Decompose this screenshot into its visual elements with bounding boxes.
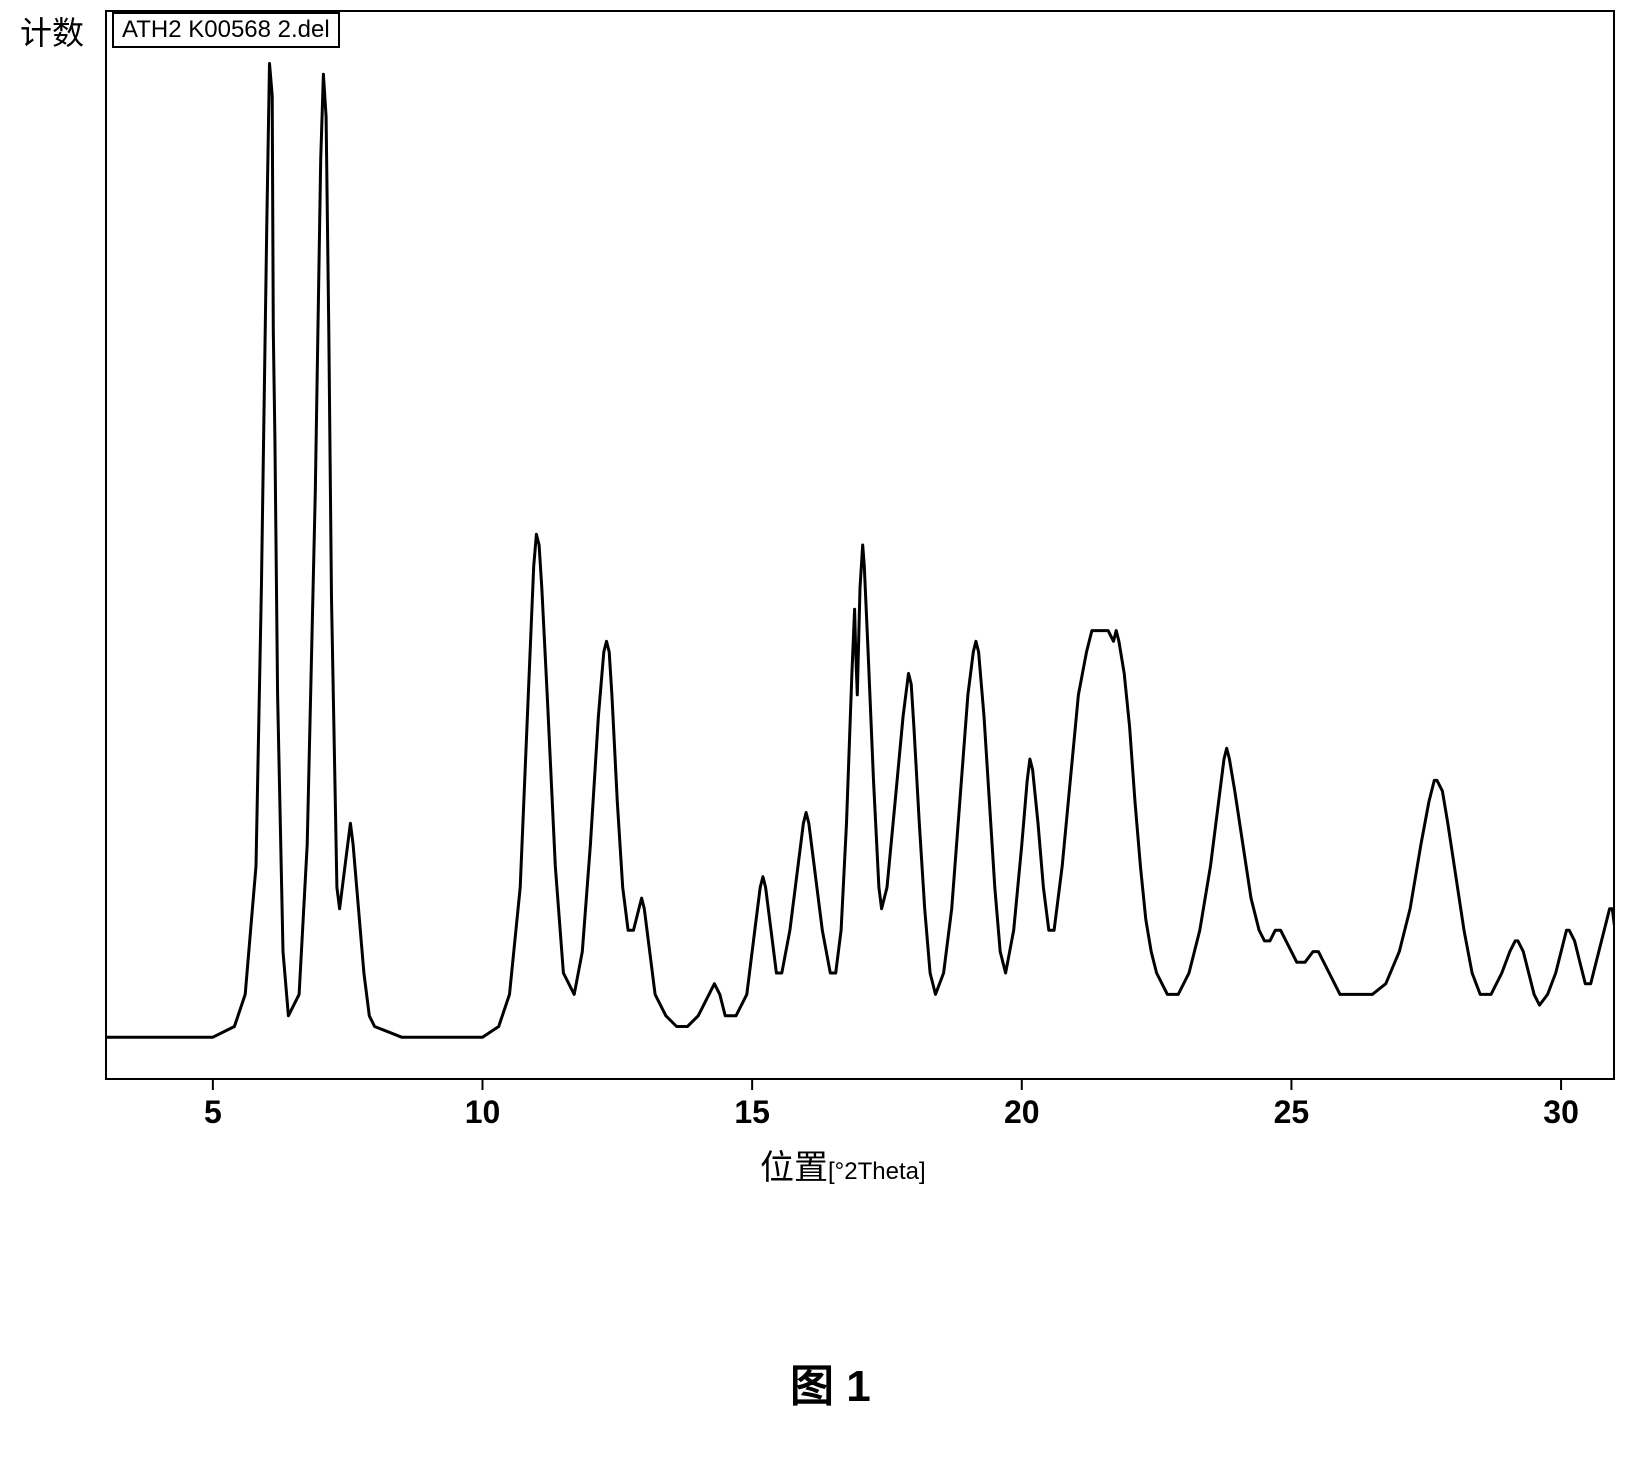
x-tick-label: 15 [734, 1094, 770, 1131]
chart-svg [105, 10, 1615, 1100]
plot-area [105, 10, 1615, 1080]
xrd-spectrum-line [105, 64, 1615, 1038]
x-axis-label: 位置[°2Theta] [760, 1140, 926, 1189]
figure-caption: 图 1 [790, 1350, 871, 1414]
x-tick-label: 5 [204, 1094, 222, 1131]
x-axis-label-cn: 位置 [760, 1149, 828, 1187]
figure-container: 计数 ATH2 K00568 2.del 51015202530 位置[°2Th… [0, 0, 1649, 1465]
x-tick-label: 30 [1543, 1094, 1579, 1131]
y-axis-label: 计数 [20, 8, 84, 54]
x-tick-label: 25 [1274, 1094, 1310, 1131]
x-tick-label: 20 [1004, 1094, 1040, 1131]
x-tick-label: 10 [465, 1094, 501, 1131]
x-tick-group [213, 1080, 1561, 1090]
x-axis-label-en: [°2Theta] [828, 1158, 926, 1185]
